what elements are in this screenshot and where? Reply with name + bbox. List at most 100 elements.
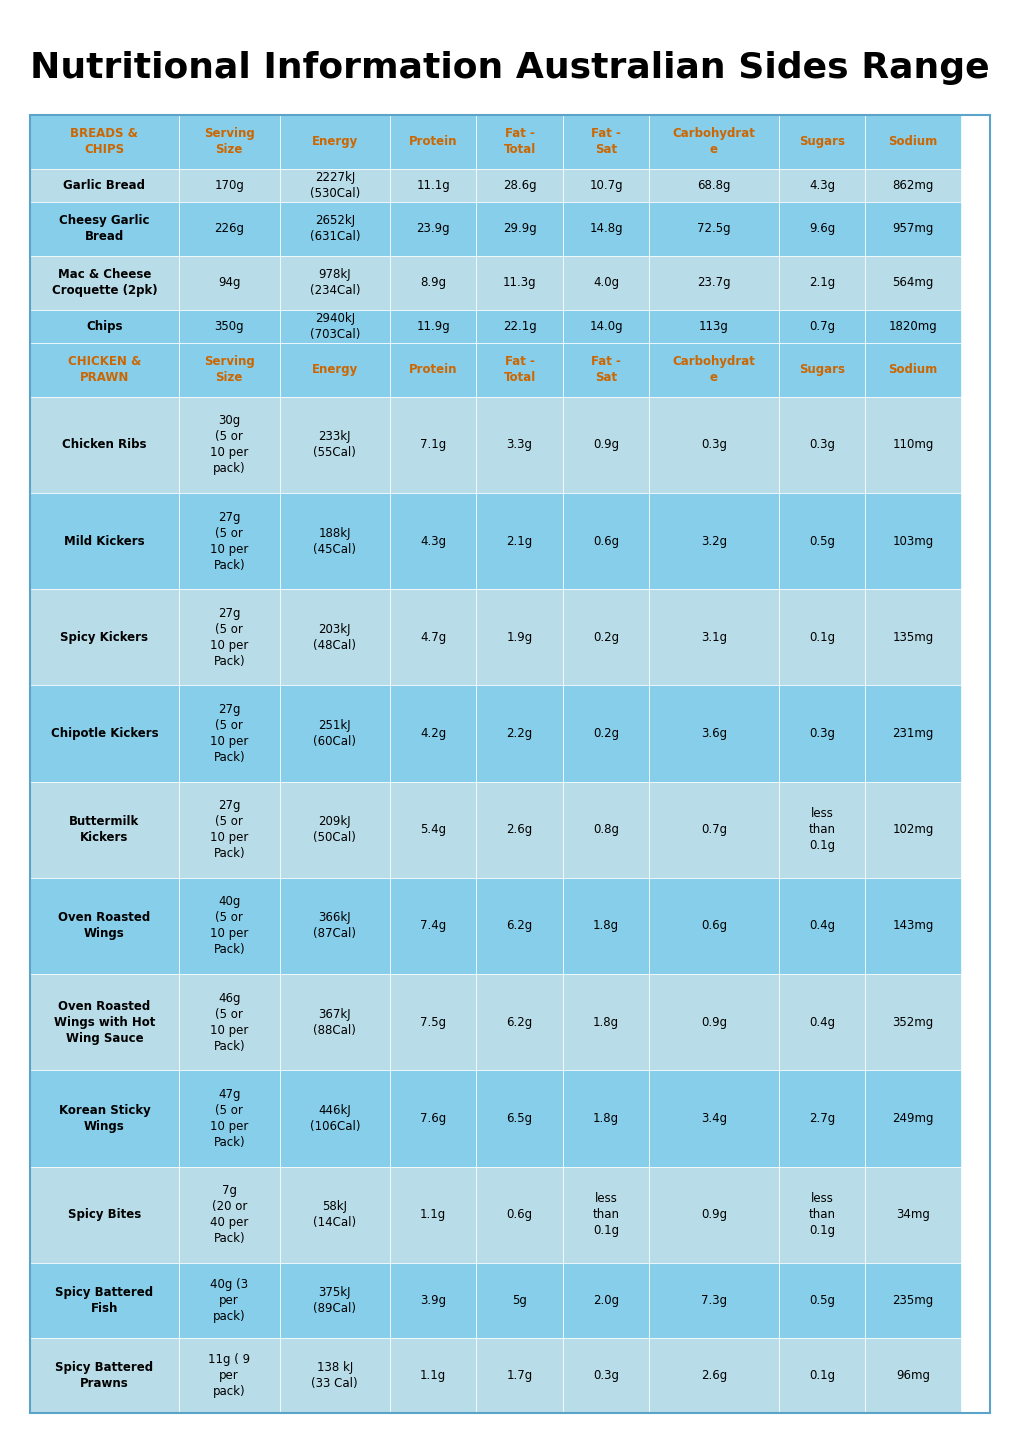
Bar [864,310,960,342]
Bar [279,974,389,1071]
Bar [476,202,562,255]
Text: 23.9g: 23.9g [416,222,449,235]
Bar [779,589,864,685]
Bar [389,1071,476,1166]
Text: 0.3g: 0.3g [700,439,727,452]
Text: Serving
Size: Serving Size [204,355,255,384]
Bar [476,494,562,589]
Bar [389,342,476,397]
Text: Oven Roasted
Wings: Oven Roasted Wings [58,912,151,941]
Bar [178,494,279,589]
Bar [648,589,779,685]
Text: Sugars: Sugars [798,136,844,149]
Text: 3.6g: 3.6g [700,727,727,740]
Text: Protein: Protein [409,136,457,149]
Text: 46g
(5 or
10 per
Pack): 46g (5 or 10 per Pack) [210,991,249,1053]
Bar [476,255,562,310]
Bar [30,782,178,877]
Bar [648,397,779,494]
Text: Garlic Bread: Garlic Bread [63,179,146,192]
Text: Serving
Size: Serving Size [204,127,255,156]
Bar [562,1338,648,1413]
Text: less
than
0.1g: less than 0.1g [808,807,835,853]
Bar [562,782,648,877]
Bar [279,1166,389,1263]
Text: 40g
(5 or
10 per
Pack): 40g (5 or 10 per Pack) [210,896,249,957]
Bar [562,202,648,255]
Bar [30,494,178,589]
Text: 0.3g: 0.3g [592,1369,619,1382]
Text: 564mg: 564mg [892,276,933,290]
Bar [178,397,279,494]
Bar [178,310,279,342]
Text: 1820mg: 1820mg [888,320,936,333]
Text: Sodium: Sodium [888,136,936,149]
Bar [562,1263,648,1338]
Bar [864,1071,960,1166]
Bar [648,782,779,877]
Bar [864,1263,960,1338]
Text: 2.0g: 2.0g [592,1294,619,1307]
Bar [476,1071,562,1166]
Bar [779,115,864,169]
Text: 233kJ
(55Cal): 233kJ (55Cal) [313,430,356,459]
Bar [476,169,562,202]
Text: Sodium: Sodium [888,364,936,377]
Text: 0.7g: 0.7g [700,823,727,837]
Text: 68.8g: 68.8g [697,179,730,192]
Bar [178,1166,279,1263]
Bar [279,397,389,494]
Bar [279,685,389,782]
Text: 143mg: 143mg [892,919,933,932]
Bar [178,974,279,1071]
Bar [779,974,864,1071]
Text: 0.1g: 0.1g [808,631,835,644]
Bar [476,589,562,685]
Bar [279,310,389,342]
Bar [178,782,279,877]
Bar [864,782,960,877]
Text: 0.7g: 0.7g [808,320,835,333]
Text: 249mg: 249mg [892,1113,933,1126]
Text: Protein: Protein [409,364,457,377]
Bar [178,1263,279,1338]
Text: Carbohydrat
e: Carbohydrat e [672,127,755,156]
Text: 4.3g: 4.3g [420,534,446,547]
Text: 2.1g: 2.1g [506,534,532,547]
Text: CHICKEN &
PRAWN: CHICKEN & PRAWN [67,355,141,384]
Bar [389,685,476,782]
Bar [779,782,864,877]
Text: 14.8g: 14.8g [589,222,623,235]
Text: 4.0g: 4.0g [592,276,619,290]
Text: 23.7g: 23.7g [697,276,730,290]
Text: 11.1g: 11.1g [416,179,449,192]
Bar [648,255,779,310]
Bar [30,397,178,494]
Bar [476,310,562,342]
Bar [279,255,389,310]
Text: 135mg: 135mg [892,631,933,644]
Text: 7.6g: 7.6g [420,1113,446,1126]
Text: Mac & Cheese
Croquette (2pk): Mac & Cheese Croquette (2pk) [52,268,157,297]
Bar [279,589,389,685]
Text: 170g: 170g [214,179,244,192]
Text: 2227kJ
(530Cal): 2227kJ (530Cal) [310,170,360,201]
Text: 0.8g: 0.8g [592,823,619,837]
Bar [389,310,476,342]
Text: Sugars: Sugars [798,364,844,377]
Text: Spicy Battered
Fish: Spicy Battered Fish [55,1286,153,1315]
Bar [30,1166,178,1263]
Bar [562,1166,648,1263]
Bar [779,397,864,494]
Text: 110mg: 110mg [892,439,933,452]
Text: 1.7g: 1.7g [506,1369,532,1382]
Bar [779,202,864,255]
Text: 1.1g: 1.1g [420,1208,446,1221]
Bar [178,115,279,169]
Bar [30,589,178,685]
Text: 0.5g: 0.5g [808,1294,835,1307]
Bar [30,1338,178,1413]
Bar [648,494,779,589]
Bar [389,589,476,685]
Text: Chicken Ribs: Chicken Ribs [62,439,147,452]
